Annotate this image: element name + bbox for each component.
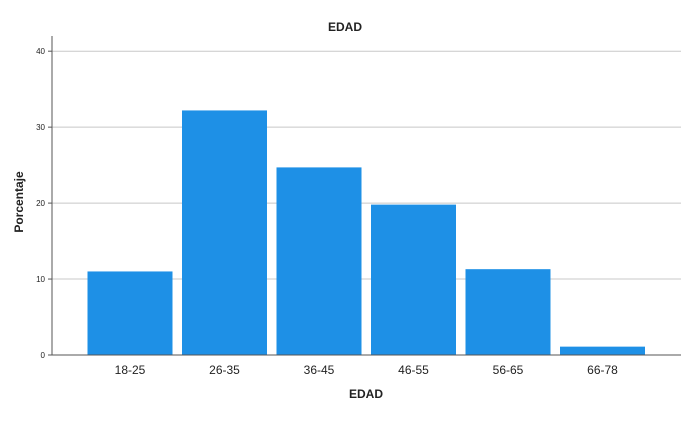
x-axis-label: EDAD bbox=[349, 387, 383, 401]
bars bbox=[87, 110, 645, 355]
y-tick-label: 20 bbox=[36, 199, 45, 208]
bar bbox=[560, 346, 645, 355]
axes bbox=[48, 36, 681, 356]
chart-title: EDAD bbox=[328, 20, 362, 34]
bar bbox=[182, 110, 267, 355]
x-tick-label: 36-45 bbox=[304, 363, 335, 377]
x-tick-labels: 18-25 26-35 36-45 46-55 56-65 66-78 bbox=[115, 363, 619, 377]
x-tick-label: 46-55 bbox=[398, 363, 429, 377]
bar bbox=[371, 204, 456, 355]
y-tick-label: 10 bbox=[36, 275, 45, 284]
gridlines bbox=[52, 50, 681, 280]
bar bbox=[276, 167, 362, 355]
y-tick-label: 0 bbox=[41, 351, 46, 360]
x-tick-label: 26-35 bbox=[209, 363, 240, 377]
x-tick-label: 66-78 bbox=[587, 363, 618, 377]
x-tick-label: 56-65 bbox=[493, 363, 524, 377]
y-axis-label: Porcentaje bbox=[12, 171, 26, 233]
y-tick-labels: 0 10 20 30 40 bbox=[36, 47, 45, 360]
y-tick-label: 40 bbox=[36, 47, 45, 56]
y-tick-label: 30 bbox=[36, 123, 45, 132]
bar bbox=[465, 269, 551, 355]
bar bbox=[87, 271, 173, 355]
x-tick-label: 18-25 bbox=[115, 363, 146, 377]
